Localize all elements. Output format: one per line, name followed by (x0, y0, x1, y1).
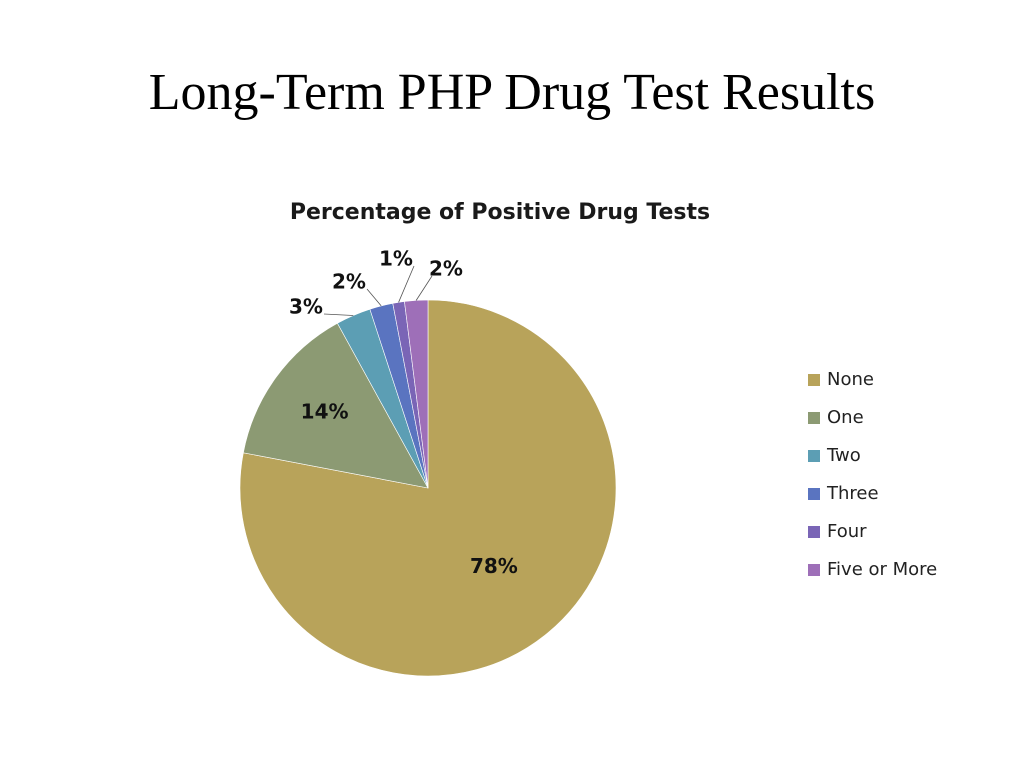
legend-label-two: Two (826, 445, 861, 466)
data-label-two: 3% (289, 295, 323, 319)
legend-swatch-five-or-more (808, 564, 820, 576)
legend-label-five-or-more: Five or More (827, 559, 937, 580)
data-label-three: 2% (332, 270, 366, 294)
leader-lines (323, 265, 433, 316)
legend-label-four: Four (827, 521, 867, 542)
data-label-four: 1% (379, 247, 413, 271)
data-label-none: 78% (470, 554, 518, 578)
leader-line-two (323, 313, 354, 316)
data-label-one: 14% (301, 399, 349, 423)
pie-slices (239, 299, 617, 677)
leader-line-three (366, 288, 382, 307)
legend-swatch-one (808, 412, 820, 424)
legend-swatch-two (808, 450, 820, 462)
legend-swatch-four (808, 526, 820, 538)
legend: None One Two Three Four Five or More (808, 369, 937, 580)
leader-line-four (398, 265, 415, 303)
chart-title: Percentage of Positive Drug Tests (290, 200, 710, 225)
legend-swatch-three (808, 488, 820, 500)
legend-label-none: None (827, 369, 874, 390)
legend-label-one: One (827, 407, 864, 428)
legend-swatch-none (808, 374, 820, 386)
data-label-five-or-more: 2% (429, 257, 463, 281)
slide-title: Long-Term PHP Drug Test Results (148, 64, 876, 121)
pie-slice-one (242, 322, 429, 489)
leader-line-five-or-more (415, 275, 433, 301)
legend-label-three: Three (826, 483, 879, 504)
data-labels: 78% 14% 3% 2% 1% 2% (289, 247, 518, 579)
